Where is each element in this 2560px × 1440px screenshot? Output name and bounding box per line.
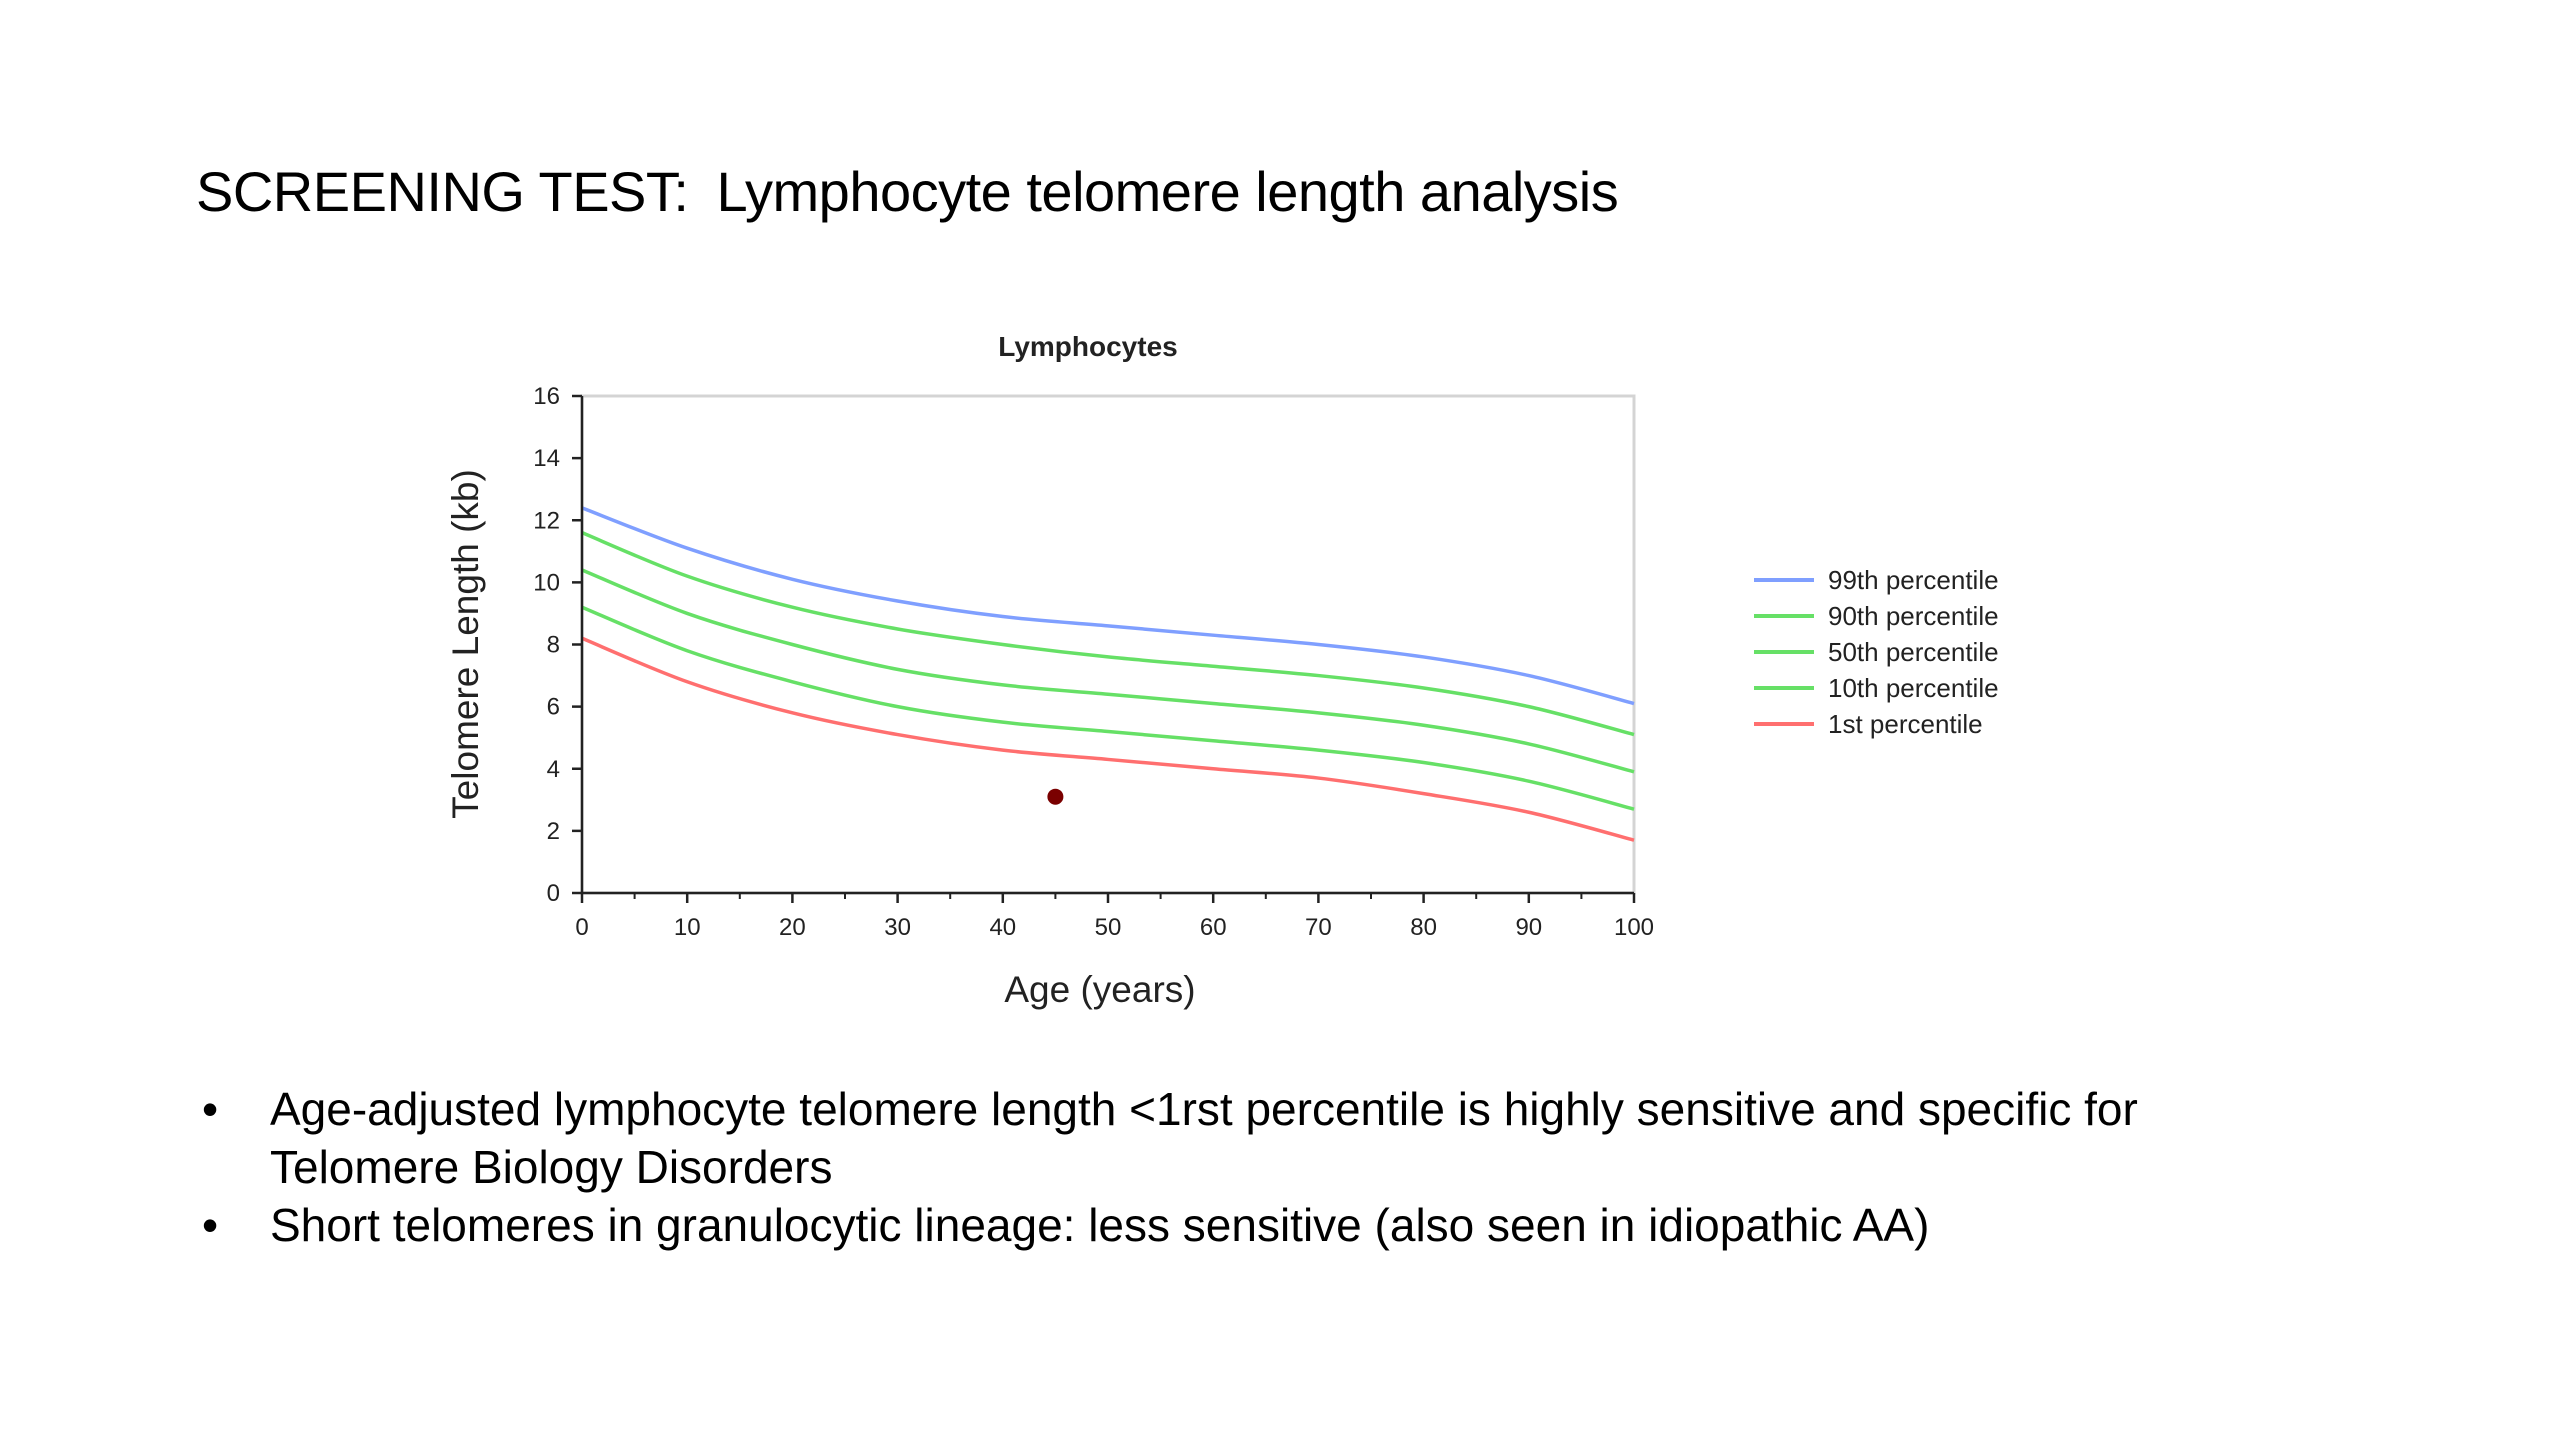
y-tick-label: 10 (533, 569, 560, 596)
chart-legend: 99th percentile 90th percentile 50th perce… (1754, 565, 1999, 739)
bullet-item: • Short telomeres in granulocytic lineag… (196, 1196, 2446, 1254)
slide-title: SCREENING TEST: Lymphocyte telomere lengt… (196, 158, 1619, 225)
series-line-10th-percentile (581, 605, 1635, 811)
legend-label: 1st percentile (1828, 709, 1983, 739)
x-tick-label: 60 (1200, 914, 1227, 941)
y-tick-label: 16 (533, 383, 560, 410)
slide-title-main: Lymphocyte telomere length analysis (716, 160, 1619, 223)
legend-label: 50th percentile (1828, 637, 1999, 667)
x-tick-label: 90 (1515, 914, 1542, 941)
series-line-50th-percentile (581, 568, 1635, 774)
bullet-text-line: Short telomeres in granulocytic lineage:… (270, 1199, 1930, 1251)
bullet-item: • Age-adjusted lymphocyte telomere lengt… (196, 1080, 2446, 1196)
y-tick-label: 4 (547, 756, 560, 783)
bullet-icon: • (202, 1199, 219, 1251)
series-line-1st-percentile (581, 636, 1635, 842)
legend-label: 90th percentile (1828, 601, 1999, 631)
y-tick-label: 14 (533, 445, 560, 472)
x-axis-label: Age (years) (1004, 969, 1195, 1010)
y-tick-label: 6 (547, 694, 560, 721)
bullet-list: • Age-adjusted lymphocyte telomere lengt… (196, 1080, 2446, 1254)
slide-title-prefix: SCREENING TEST: (196, 160, 689, 223)
x-tick-label: 80 (1410, 914, 1437, 941)
x-tick-label: 50 (1095, 914, 1122, 941)
series-line-99th-percentile (581, 506, 1635, 706)
chart-title: Lymphocytes (998, 331, 1177, 362)
x-tick-label: 70 (1305, 914, 1332, 941)
legend-label: 99th percentile (1828, 565, 1999, 595)
legend-label: 10th percentile (1828, 673, 1999, 703)
y-tick-label: 12 (533, 507, 560, 534)
plot-area (580, 394, 1636, 895)
bullet-icon: • (202, 1083, 219, 1135)
x-tick-label: 40 (989, 914, 1016, 941)
x-tick-label: 20 (779, 914, 806, 941)
y-tick-label: 8 (547, 632, 560, 659)
x-tick-label: 30 (884, 914, 911, 941)
y-tick-label: 2 (547, 818, 560, 845)
y-axis-label: Telomere Length (kb) (445, 469, 486, 819)
bullet-text-line: Age-adjusted lymphocyte telomere length … (270, 1083, 2138, 1135)
x-tick-label: 0 (575, 914, 588, 941)
patient-data-point (1047, 788, 1064, 805)
series-line-90th-percentile (581, 531, 1635, 737)
y-tick-label: 0 (547, 880, 560, 907)
x-tick-label: 10 (674, 914, 701, 941)
bullet-text-line: Telomere Biology Disorders (270, 1141, 833, 1193)
x-tick-label: 100 (1614, 914, 1654, 941)
